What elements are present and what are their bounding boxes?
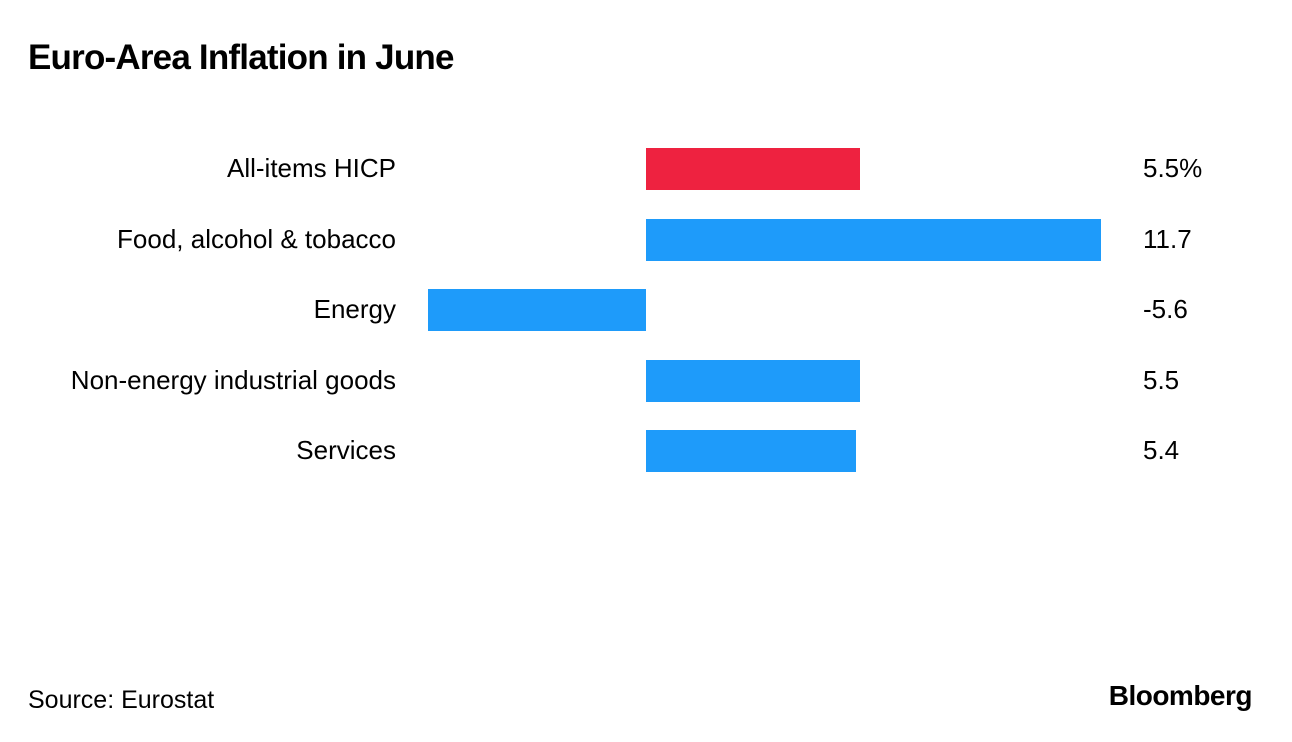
- category-label: Food, alcohol & tobacco: [117, 223, 396, 254]
- category-label: Services: [296, 435, 396, 466]
- bar-all-items-hicp: [646, 148, 860, 190]
- category-label: Energy: [313, 294, 396, 325]
- bar-food-alcohol-tobacco: [646, 218, 1101, 261]
- source-note: Source: Eurostat: [28, 686, 215, 714]
- value-label: 5.4: [1143, 435, 1180, 466]
- category-label: Non-energy industrial goods: [70, 364, 396, 395]
- category-label: All-items HICP: [226, 153, 396, 183]
- value-label: -5.6: [1143, 294, 1188, 325]
- value-label: 11.7: [1143, 223, 1192, 254]
- value-label: 5.5%: [1143, 153, 1203, 183]
- bar-services: [646, 430, 856, 473]
- bar-non-energy-industrial-goods: [646, 359, 860, 402]
- bar-energy: [428, 289, 646, 332]
- chart-title: Euro-Area Inflation in June: [28, 38, 454, 77]
- value-label: 5.5: [1143, 364, 1180, 395]
- bloomberg-logo: Bloomberg: [1108, 680, 1253, 711]
